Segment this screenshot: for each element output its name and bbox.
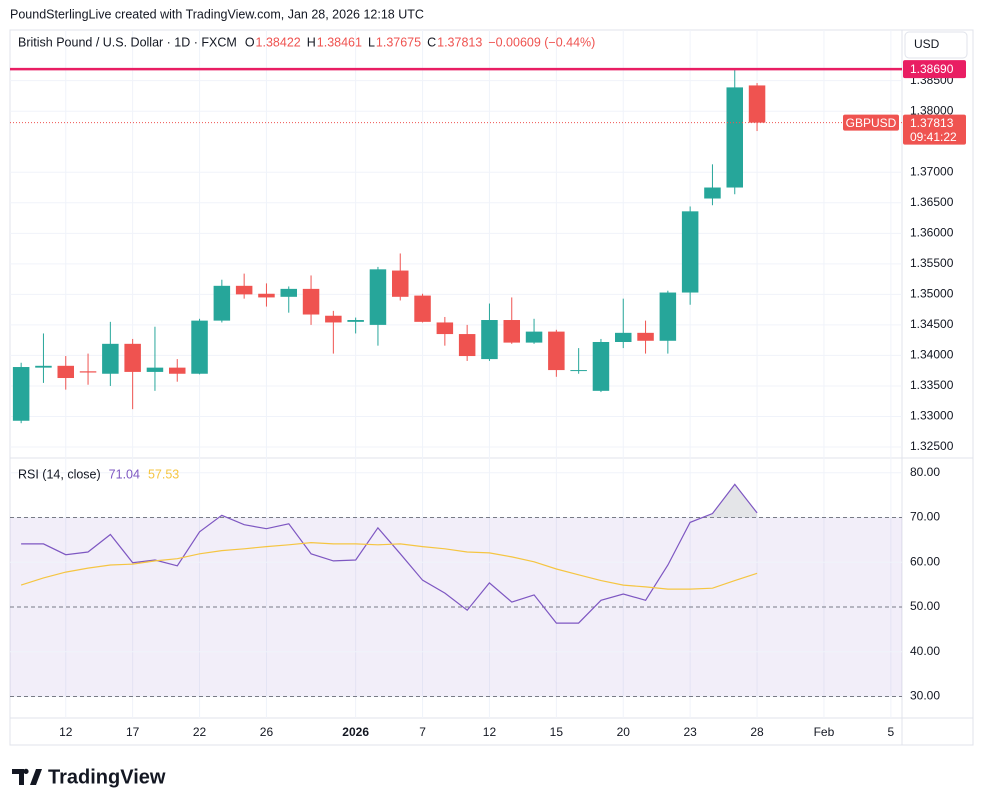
candle-body — [525, 331, 543, 343]
y-tick-label: 1.35500 — [910, 256, 954, 270]
y-tick-label: 40.00 — [910, 644, 940, 658]
candle-body — [681, 211, 699, 293]
y-tick-label: 1.38000 — [910, 103, 954, 117]
last-price-bg — [903, 114, 966, 145]
candle-body — [637, 332, 654, 341]
candle-body — [325, 315, 342, 323]
legend-text: −0.00609 (−0.44%) — [488, 35, 595, 49]
y-tick-label: 80.00 — [910, 465, 940, 479]
candle-body — [146, 367, 164, 372]
candle-body — [57, 365, 75, 379]
legend-text: British Pound / U.S. Dollar · 1D · FXCM — [18, 35, 237, 49]
x-tick-label: 7 — [419, 725, 426, 739]
legend-text: L — [368, 35, 375, 49]
currency-button[interactable] — [904, 31, 968, 59]
price-label: 1.38690 — [910, 62, 954, 76]
candle-body — [570, 370, 587, 372]
rsi-line — [21, 483, 758, 624]
x-tick-label: 12 — [59, 725, 73, 739]
candle-body — [280, 288, 298, 297]
x-tick-label: 15 — [550, 725, 564, 739]
candle-body — [726, 87, 744, 188]
legend-text: 1.37675 — [376, 35, 421, 49]
candle-body — [481, 320, 498, 360]
legend-text: 1.38422 — [256, 35, 301, 49]
candle-body — [213, 285, 231, 321]
legend-text: H — [307, 35, 316, 49]
candle-body — [258, 293, 275, 298]
legend-text: 71.04 — [109, 467, 140, 481]
x-tick-label: 23 — [683, 725, 697, 739]
candle-body — [436, 322, 454, 335]
y-tick-label: 1.33500 — [910, 378, 954, 392]
x-tick-label: Feb — [814, 725, 835, 739]
logo: TradingView — [12, 766, 166, 788]
countdown: 09:41:22 — [910, 130, 957, 144]
candle-body — [168, 367, 186, 374]
y-tick-label: 50.00 — [910, 599, 940, 613]
x-tick-label: 28 — [750, 725, 764, 739]
y-tick-label: 1.33000 — [910, 409, 954, 423]
frame — [9, 29, 974, 746]
candle-body — [414, 295, 431, 322]
candle-body — [458, 334, 476, 357]
candle-body — [659, 292, 677, 341]
y-tick-label: 30.00 — [910, 689, 940, 703]
candle-body — [391, 270, 409, 297]
rsi-line — [20, 541, 758, 590]
symbol-label-bg — [843, 114, 899, 131]
candle-body — [347, 320, 364, 322]
price-label-bg — [903, 60, 966, 79]
x-tick-label: 22 — [193, 725, 207, 739]
x-tick-label: 5 — [888, 725, 895, 739]
x-tick-label: 17 — [126, 725, 140, 739]
candle-body — [748, 85, 766, 123]
candle-body — [503, 320, 521, 343]
legend-text: C — [427, 35, 436, 49]
candle-body — [79, 371, 97, 373]
legend-text: 57.53 — [148, 467, 179, 481]
legend-text: O — [245, 35, 255, 49]
legend-text: 1.37813 — [437, 35, 482, 49]
y-tick-label: 70.00 — [910, 510, 940, 524]
x-tick-label: 12 — [483, 725, 497, 739]
currency[interactable]: USD — [914, 37, 940, 51]
y-tick-label: 1.36000 — [910, 225, 954, 239]
candle-body — [35, 365, 52, 368]
candle-body — [704, 187, 721, 199]
candle-body — [369, 269, 387, 325]
y-tick-label: 1.35000 — [910, 287, 954, 301]
logo-icon — [12, 768, 42, 785]
y-tick-label: 1.32500 — [910, 439, 954, 453]
candle-body — [548, 331, 565, 371]
candle-body — [235, 285, 253, 295]
candle-body — [191, 320, 208, 374]
logo-text: TradingView — [48, 766, 166, 788]
y-tick-label: 60.00 — [910, 554, 940, 568]
candle-body — [614, 332, 632, 342]
candle-body — [592, 341, 610, 391]
legend-text: 1.38461 — [317, 35, 362, 49]
y-tick-label: 1.34000 — [910, 348, 954, 362]
candle-body — [12, 367, 30, 421]
candle-body — [124, 343, 141, 372]
x-tick-label: 26 — [260, 725, 274, 739]
y-tick-label: 1.36500 — [910, 195, 954, 209]
x-tick-label: 2026 — [342, 725, 369, 739]
y-tick-label: 1.37000 — [910, 164, 954, 178]
attribution: PoundSterlingLive created with TradingVi… — [10, 7, 424, 21]
candle-body — [302, 288, 320, 315]
last-price-label: 1.37813 — [910, 116, 954, 130]
y-tick-label: 1.34500 — [910, 317, 954, 331]
candle-body — [102, 343, 119, 374]
symbol-label: GBPUSD — [846, 116, 897, 130]
legend-text: RSI (14, close) — [18, 467, 101, 481]
x-tick-label: 20 — [617, 725, 631, 739]
